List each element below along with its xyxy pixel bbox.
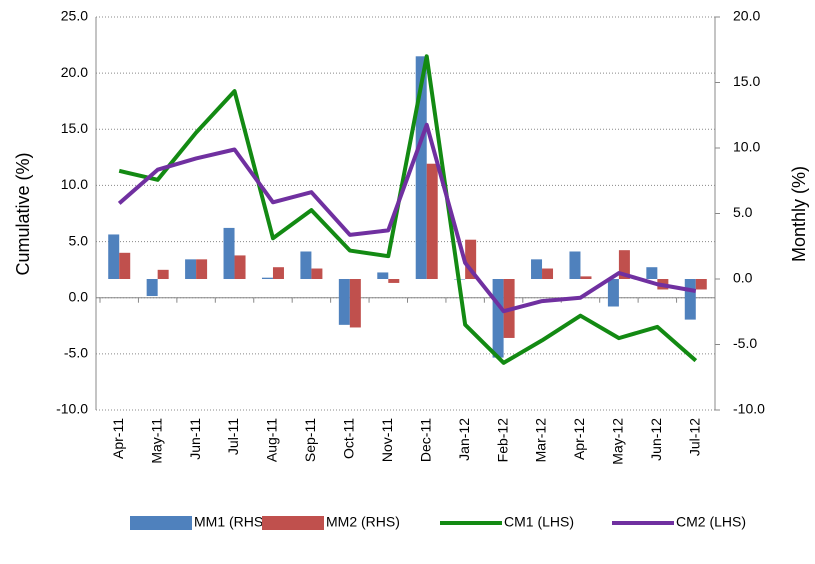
x-tick-label: Oct-11	[341, 418, 357, 459]
bar	[261, 277, 273, 279]
y2-tick-label: -5.0	[733, 335, 757, 351]
bar	[157, 269, 169, 279]
y-tick-label: 10.0	[61, 176, 88, 192]
bar	[569, 251, 581, 279]
x-tick-label: Jul-12	[686, 418, 702, 456]
bar	[311, 268, 323, 279]
bar	[108, 234, 120, 279]
x-tick-label: Nov-11	[379, 418, 395, 462]
x-tick-label: Aug-11	[264, 418, 280, 462]
y2-tick-label: 5.0	[733, 204, 753, 220]
y-tick-label: 0.0	[69, 288, 89, 304]
line	[118, 54, 698, 365]
y-tick-label: 25.0	[61, 8, 88, 24]
bar	[580, 276, 592, 279]
bar	[415, 56, 427, 279]
bar	[388, 279, 400, 283]
y-tick-label: -10.0	[56, 401, 88, 417]
bar	[377, 272, 389, 279]
x-tick-label: Jul-11	[225, 418, 241, 455]
line	[117, 122, 697, 314]
legend-label: MM2 (RHS)	[326, 514, 400, 530]
y2-axis-title: Monthly (%)	[789, 166, 809, 262]
y-axis-title: Cumulative (%)	[13, 152, 33, 275]
y2-tick-label: -10.0	[733, 401, 765, 417]
y2-tick-label: 15.0	[733, 73, 760, 89]
y2-tick-label: 0.0	[733, 270, 753, 286]
x-tick-label: Mar-12	[533, 418, 549, 463]
x-tick-label: Feb-12	[494, 418, 510, 463]
bar	[531, 259, 543, 279]
bar	[607, 279, 619, 307]
legend-label: CM2 (LHS)	[676, 514, 746, 530]
x-tick-label: Apr-12	[571, 418, 587, 460]
bar	[465, 239, 477, 279]
x-tick-label: Jan-12	[456, 418, 472, 461]
x-tick-label: Jun-12	[648, 418, 664, 461]
y-tick-label: 5.0	[69, 232, 89, 248]
bar	[646, 267, 658, 279]
bar	[618, 250, 630, 279]
x-tick-label: Sep-11	[302, 418, 318, 462]
bar	[349, 279, 361, 328]
bar	[223, 227, 235, 279]
bar	[542, 268, 554, 279]
y-tick-label: -5.0	[64, 345, 88, 361]
bar	[684, 279, 696, 320]
legend-label: CM1 (LHS)	[504, 514, 574, 530]
x-tick-label: May-12	[610, 418, 626, 465]
bar	[695, 279, 707, 290]
legend-swatch	[262, 516, 324, 530]
y-tick-label: 20.0	[61, 64, 88, 80]
x-tick-label: Jun-11	[187, 418, 203, 460]
bar	[272, 267, 284, 279]
bar	[196, 259, 208, 279]
bar	[492, 279, 504, 358]
legend-label: MM1 (RHS)	[194, 514, 268, 530]
y2-tick-label: 10.0	[733, 139, 760, 155]
y-tick-label: 15.0	[61, 120, 88, 136]
x-tick-label: Apr-11	[110, 418, 126, 459]
bar	[119, 252, 131, 279]
bar	[426, 163, 438, 279]
x-tick-label: May-11	[148, 418, 164, 464]
x-tick-label: Dec-11	[417, 418, 433, 462]
bar	[146, 279, 158, 297]
bar	[185, 259, 197, 279]
y2-tick-label: 20.0	[733, 8, 760, 24]
bar	[234, 255, 246, 279]
bar	[338, 279, 350, 325]
legend-swatch	[130, 516, 192, 530]
bar	[300, 251, 312, 279]
